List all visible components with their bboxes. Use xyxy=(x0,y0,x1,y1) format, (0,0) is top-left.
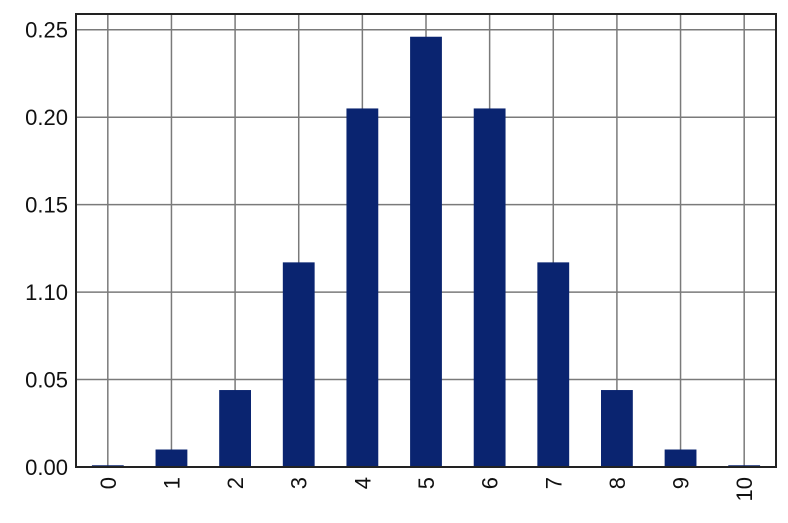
y-tick-label: 0.00 xyxy=(25,455,68,480)
y-tick-label: 0.20 xyxy=(25,105,68,130)
x-tick-label: 8 xyxy=(605,477,630,489)
bar xyxy=(664,449,697,467)
x-tick-label: 6 xyxy=(478,477,503,489)
y-tick-label: 0.25 xyxy=(25,18,68,43)
x-tick-label: 7 xyxy=(541,477,566,489)
plot-frame xyxy=(75,13,777,468)
y-tick-label: 0.05 xyxy=(25,368,68,393)
y-tick-label: 1.10 xyxy=(25,280,68,305)
y-tick-label: 0.15 xyxy=(25,193,68,218)
bar xyxy=(155,449,188,467)
x-tick-label: 10 xyxy=(732,477,757,501)
bar xyxy=(473,108,506,467)
x-tick-label: 4 xyxy=(350,477,375,489)
bar xyxy=(282,262,315,467)
bar xyxy=(219,390,251,467)
x-tick-label: 9 xyxy=(669,477,694,489)
x-tick-label: 2 xyxy=(223,477,248,489)
bar xyxy=(346,108,379,467)
x-tick-label: 0 xyxy=(96,477,121,489)
bar xyxy=(601,390,633,467)
x-tick-label: 3 xyxy=(287,477,312,489)
x-tick-label: 1 xyxy=(159,477,184,489)
bar xyxy=(537,262,570,467)
bar xyxy=(410,36,442,467)
x-tick-label: 5 xyxy=(414,477,439,489)
